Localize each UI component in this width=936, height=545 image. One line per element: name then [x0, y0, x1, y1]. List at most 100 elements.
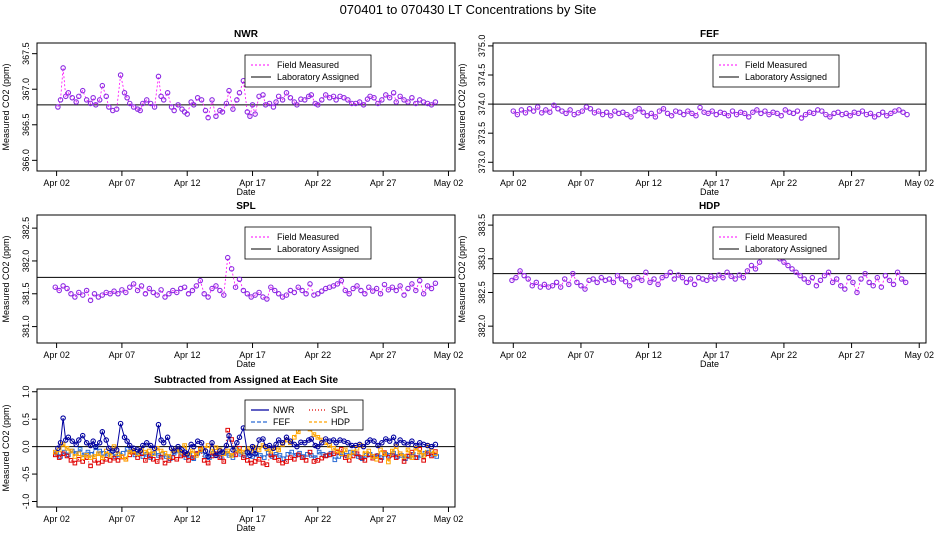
field-measured-point — [833, 276, 840, 282]
difference-point-nwr — [140, 442, 146, 449]
field-measured-point — [295, 284, 301, 290]
field-measured-point — [219, 109, 226, 115]
difference-point-nwr — [126, 442, 133, 449]
x-tick-label: Apr 17 — [703, 178, 730, 188]
y-tick-label: 1.0 — [21, 385, 31, 398]
field-measured-point — [525, 276, 531, 282]
field-measured-point — [618, 276, 625, 282]
y-axis-label: Measured CO2 (ppm) — [1, 404, 11, 491]
field-measured-point — [774, 110, 780, 117]
field-measured-point — [291, 289, 298, 296]
field-measured-point — [319, 97, 325, 103]
field-measured-point — [358, 287, 364, 294]
field-measured-point — [256, 289, 262, 296]
x-axis-label: Date — [236, 523, 255, 533]
difference-point-spl — [303, 458, 309, 463]
field-measured-point — [383, 92, 389, 98]
field-measured-point — [174, 289, 180, 296]
field-measured-point — [582, 286, 588, 292]
legend-label: Field Measured — [745, 60, 807, 70]
difference-point-spl — [264, 462, 270, 468]
field-measured-point — [697, 104, 703, 111]
field-measured-point — [644, 112, 651, 119]
field-measured-point — [843, 110, 849, 117]
difference-point-hdp — [378, 447, 383, 453]
field-measured-point — [518, 107, 525, 113]
difference-point-spl — [154, 459, 160, 464]
field-measured-point — [184, 111, 190, 117]
field-measured-point — [409, 95, 415, 101]
field-measured-point — [362, 291, 368, 297]
difference-point-spl — [276, 458, 281, 463]
difference-point-nwr — [209, 440, 215, 446]
field-measured-point — [205, 294, 211, 300]
difference-point-nwr — [405, 441, 411, 448]
field-measured-point — [858, 276, 864, 282]
difference-point-nwr — [69, 438, 76, 444]
field-measured-point — [720, 274, 726, 281]
field-measured-point — [160, 97, 167, 103]
difference-point-nwr — [273, 441, 279, 448]
difference-point-nwr — [315, 443, 321, 450]
field-measured-point — [142, 291, 149, 297]
field-measured-point — [213, 113, 219, 119]
x-tick-label: Apr 12 — [174, 350, 201, 360]
field-measured-point — [725, 112, 732, 119]
field-measured-point — [72, 294, 78, 300]
field-measured-point — [393, 287, 399, 294]
field-measured-point — [56, 287, 62, 294]
field-measured-point — [709, 108, 715, 114]
difference-point-nwr — [345, 440, 351, 446]
field-measured-point — [60, 65, 66, 71]
field-measured-point — [590, 276, 596, 282]
field-measured-point — [315, 291, 321, 297]
difference-point-nwr — [117, 420, 124, 427]
panel-SPL: SPL Apr 02 Apr 07 Apr 12 Apr 17 Apr 22 Apr 27 M… — [1, 201, 463, 369]
y-axis-label: Measured CO2 (ppm) — [1, 63, 11, 150]
x-tick-label: May 02 — [434, 514, 464, 524]
field-measured-point — [268, 284, 274, 290]
field-measured-point — [705, 110, 711, 117]
x-axis-label: Date — [236, 359, 255, 369]
field-measured-point — [647, 279, 653, 286]
field-measured-point — [874, 274, 881, 281]
x-tick-label: May 02 — [904, 350, 934, 360]
field-measured-point — [123, 289, 129, 296]
difference-point-nwr — [386, 438, 393, 444]
y-tick-label: 381.5 — [21, 283, 31, 306]
difference-point-nwr — [409, 438, 415, 444]
field-measured-point — [859, 108, 866, 114]
field-measured-point — [115, 291, 121, 297]
difference-point-spl — [68, 458, 74, 463]
field-measured-point — [607, 112, 614, 119]
field-measured-point — [758, 110, 764, 117]
field-measured-point — [119, 287, 125, 293]
field-measured-point — [76, 93, 82, 100]
difference-point-spl — [56, 455, 62, 460]
field-measured-point — [143, 97, 150, 103]
plot-frame — [36, 214, 456, 344]
field-measured-point — [171, 107, 177, 114]
x-tick-label: May 02 — [904, 178, 934, 188]
field-measured-point — [164, 90, 171, 96]
difference-point-spl — [221, 459, 227, 464]
field-measured-point — [744, 268, 751, 274]
difference-point-hdp — [331, 445, 336, 451]
difference-point-nwr — [260, 436, 266, 442]
difference-point-nwr — [275, 437, 282, 443]
field-measured-point — [319, 288, 325, 294]
field-measured-point — [126, 100, 133, 107]
difference-point-nwr — [121, 434, 128, 441]
field-measured-point — [99, 292, 106, 298]
y-tick-label: -0.5 — [21, 466, 31, 482]
field-measured-point — [802, 111, 809, 118]
difference-point-nwr — [113, 447, 120, 453]
difference-point-nwr — [383, 436, 389, 442]
field-measured-point — [260, 92, 266, 98]
field-measured-point — [724, 269, 730, 276]
difference-point-spl — [393, 455, 399, 460]
difference-point-nwr — [244, 449, 251, 455]
difference-point-spl — [72, 460, 78, 466]
field-measured-point — [185, 291, 192, 297]
